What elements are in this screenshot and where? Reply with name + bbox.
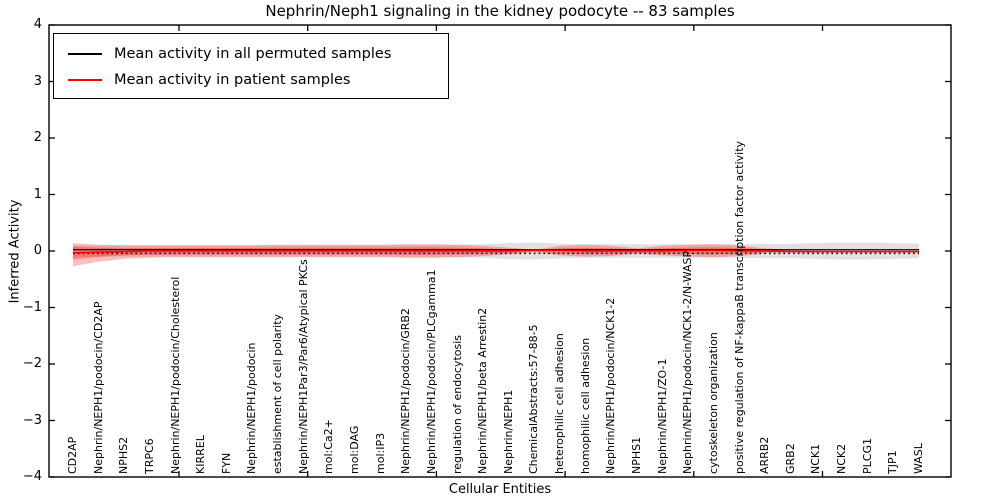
y-tick-label: 0 (33, 243, 42, 258)
patient-mean-line (72, 249, 919, 254)
legend-line-sample (68, 53, 102, 55)
x-tick-label-text: positive regulation of NF-kappaB transcr… (732, 140, 746, 474)
x-tick-label-text: cytoskeleton organization (706, 332, 720, 474)
x-tick-label-text: KIRREL (194, 435, 208, 474)
legend-item: Mean activity in patient samples (64, 67, 448, 93)
x-tick-label-text: PLCG1 (860, 438, 874, 474)
x-tick-label-text: Nephrin/NEPH1Par3/Par6/Atypical PKCs (296, 259, 310, 474)
x-tick-label-text: homophilic cell adhesion (578, 337, 592, 474)
x-tick-label-text: Nephrin/NEPH1/podocin/CD2AP (91, 301, 105, 474)
x-tick-label-text: Nephrin/NEPH1/podocin/PLCgamma1 (424, 269, 438, 474)
x-axis-label: Cellular Entities (448, 482, 552, 497)
x-tick-label-text: mol:DAG (348, 425, 361, 474)
y-tick-label: 2 (33, 130, 42, 145)
x-tick-label-text: TJP1 (886, 450, 900, 474)
x-tick-label-text: WASL (912, 443, 925, 474)
x-tick-label-text: ChemicalAbstracts:57-88-5 (527, 324, 541, 474)
x-tick-label-text: GRB2 (783, 443, 797, 474)
x-tick-label-text: TRPC6 (142, 438, 156, 474)
x-tick-label-text: ARRB2 (758, 436, 772, 474)
x-tick-label-text: Nephrin/NEPH1/podocin/NCK1-2/N-WASP (681, 250, 695, 474)
chart-title: Nephrin/Neph1 signaling in the kidney po… (265, 2, 735, 20)
x-tick-label-text: Nephrin/NEPH1/podocin/Cholesterol (168, 276, 182, 474)
y-tick-label: −3 (22, 412, 42, 428)
legend-line-sample (68, 79, 102, 81)
y-tick-label: −1 (22, 299, 42, 315)
x-tick-label-text: establishment of cell polarity (271, 313, 285, 474)
x-tick-label-text: Nephrin/NEPH1/beta Arrestin2 (476, 307, 490, 474)
x-tick-label-text: heterophilic cell adhesion (553, 333, 567, 474)
x-tick-label-text: Nephrin/NEPH1/podocin (245, 342, 259, 475)
x-tick-label-text: mol:Ca2+ (322, 419, 336, 474)
y-tick-label: 3 (33, 73, 42, 89)
x-tick-label-text: Nephrin/NEPH1/ZO-1 (655, 358, 669, 474)
x-tick-label-text: Nephrin/NEPH1/podocin/NCK1-2 (604, 297, 618, 474)
x-tick-label-text: CD2AP (66, 436, 79, 474)
x-tick-label-text: NCK2 (835, 443, 849, 474)
y-tick-label: 1 (33, 186, 42, 202)
x-tick-label-text: FYN (219, 452, 233, 474)
x-tick-label-text: regulation of endocytosis (450, 334, 464, 474)
x-tick-label-text: Nephrin/NEPH1 (501, 389, 515, 474)
y-tick-label: 4 (33, 17, 42, 32)
x-tick-label-text: NPHS2 (117, 436, 131, 474)
x-tick-label-text: NPHS1 (630, 436, 643, 474)
patient-spread-band-outer (73, 243, 919, 267)
legend-label: Mean activity in patient samples (114, 72, 351, 88)
legend-label: Mean activity in all permuted samples (114, 46, 392, 62)
x-tick-label-text: Nephrin/NEPH1/podocin/GRB2 (399, 308, 413, 474)
y-tick-label: −4 (22, 469, 42, 484)
x-tick-label-text: mol:IP3 (373, 432, 387, 474)
y-tick-label: −2 (22, 356, 42, 371)
legend-item: Mean activity in all permuted samples (64, 41, 448, 67)
x-tick-label-text: NCK1 (809, 443, 823, 474)
legend: Mean activity in all permuted samples Mea… (53, 33, 449, 99)
